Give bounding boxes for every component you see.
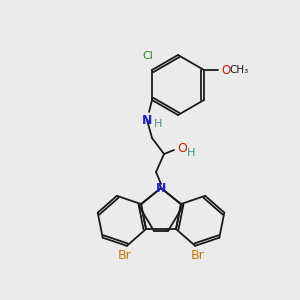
Text: Br: Br (190, 249, 204, 262)
Text: O: O (221, 64, 231, 76)
Text: CH₃: CH₃ (230, 65, 249, 75)
Text: N: N (142, 113, 152, 127)
Text: H: H (187, 148, 195, 158)
Text: H: H (154, 119, 162, 129)
Text: Br: Br (118, 249, 132, 262)
Text: N: N (156, 182, 166, 194)
Text: O: O (177, 142, 187, 155)
Text: Cl: Cl (142, 51, 154, 61)
